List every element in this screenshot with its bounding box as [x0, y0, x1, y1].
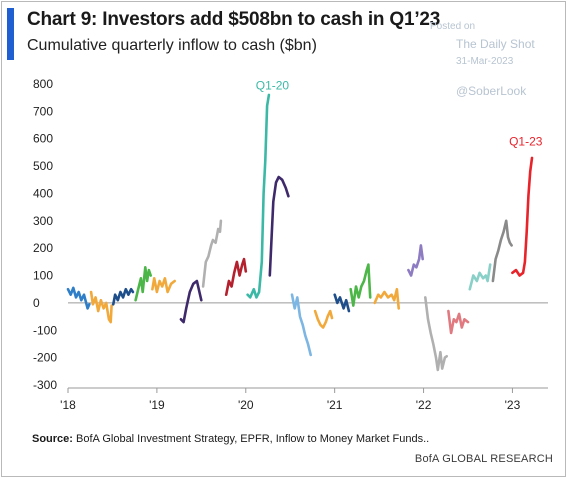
- x-tick-label: '20: [238, 398, 254, 412]
- y-tick-label: 500: [33, 159, 53, 173]
- series-line-5: [151, 277, 176, 294]
- y-tick-label: 700: [33, 104, 53, 118]
- watermark-posted: Posted on: [430, 21, 476, 32]
- series-line-1: [66, 286, 91, 310]
- series-line-13: [333, 293, 351, 313]
- series-line-18: [447, 309, 470, 335]
- series-line-2: [89, 290, 113, 324]
- x-tick-label: '23: [505, 398, 521, 412]
- series-line-16: [407, 244, 424, 277]
- x-tick-label: '21: [327, 398, 343, 412]
- y-tick-label: 300: [33, 214, 53, 228]
- y-tick-label: 400: [33, 186, 53, 200]
- x-tick-label: '19: [149, 398, 165, 412]
- series-line-7: [201, 219, 223, 288]
- y-tick-label: 200: [33, 241, 53, 255]
- series-line-14: [349, 263, 372, 307]
- series-line-8: [224, 257, 248, 296]
- series-line-9: [246, 93, 271, 299]
- y-tick-label: -300: [33, 378, 57, 392]
- source-text: BofA Global Investment Strategy, EPFR, I…: [76, 433, 430, 445]
- y-tick-label: -200: [33, 351, 57, 365]
- y-tick-label: 600: [33, 132, 53, 146]
- y-tick-label: 0: [33, 296, 40, 310]
- series-line-17: [424, 296, 448, 372]
- series-line-21: [511, 156, 534, 277]
- annotation-label: Q1-20: [256, 78, 290, 92]
- source-note: Source: BofA Global Investment Strategy,…: [32, 433, 429, 445]
- series-line-11: [290, 293, 312, 357]
- x-tick-label: '22: [416, 398, 432, 412]
- watermark-site: The Daily Shot: [456, 37, 535, 51]
- series-line-15: [373, 287, 400, 310]
- chart-title: Chart 9: Investors add $508bn to cash in…: [27, 9, 441, 30]
- chart-subtitle: Cumulative quarterly inflow to cash ($bn…: [27, 37, 317, 54]
- y-tick-label: 100: [33, 269, 53, 283]
- brand-label: BofA GLOBAL RESEARCH: [414, 453, 553, 465]
- source-label: Source:: [32, 433, 73, 445]
- annotation-label: Q1-23: [509, 135, 543, 149]
- series-line-10: [268, 175, 290, 277]
- accent-bar: [7, 8, 14, 60]
- y-tick-label: 800: [33, 77, 53, 91]
- watermark-handle: @SoberLook: [456, 84, 527, 98]
- series-line-20: [491, 219, 513, 283]
- series-line-4: [134, 266, 152, 302]
- x-tick-label: '18: [60, 398, 76, 412]
- series-line-12: [313, 309, 334, 329]
- watermark-date: 31-Mar-2023: [456, 56, 514, 67]
- series-line-19: [468, 263, 492, 291]
- series-line-3: [112, 287, 135, 306]
- y-tick-label: -100: [33, 323, 57, 337]
- series-line-6: [179, 279, 203, 324]
